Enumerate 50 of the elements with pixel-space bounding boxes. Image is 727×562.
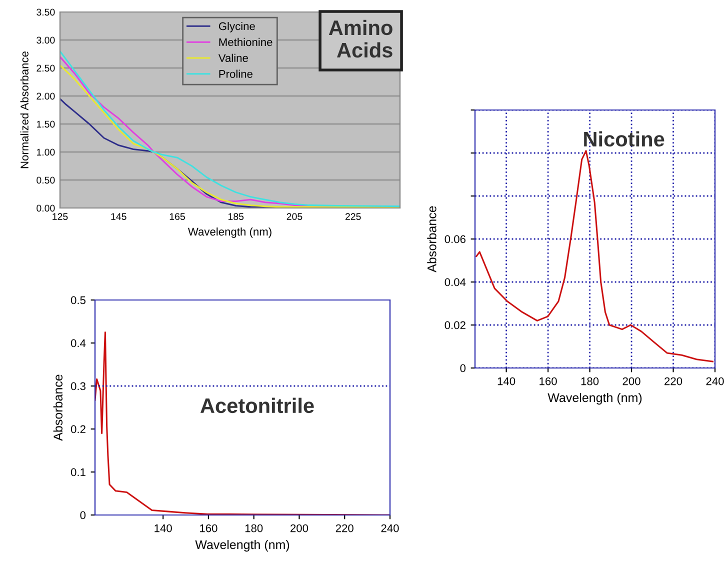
x-tick-label: 180 <box>581 377 599 386</box>
x-tick-label: 200 <box>290 524 308 532</box>
y-tick-label: 1.00 <box>36 148 55 156</box>
y-axis-title: Absorbance <box>427 206 436 272</box>
legend-label: Glycine <box>218 22 255 32</box>
x-tick-label: 225 <box>345 213 361 220</box>
x-tick-label: 240 <box>706 377 724 386</box>
text: Acetonitrile <box>200 398 314 414</box>
y-tick-label: 0.00 <box>36 204 55 212</box>
y-axis-title: Normalized Absorbance <box>20 52 28 168</box>
y-tick-label: 2.00 <box>36 92 55 100</box>
x-tick-label: 165 <box>170 213 185 220</box>
x-tick-label: 200 <box>622 377 640 386</box>
y-tick-label: 0.06 <box>444 235 466 244</box>
y-tick-label: 0.04 <box>444 278 466 286</box>
x-tick-label: 205 <box>286 213 302 220</box>
x-axis-title: Wavelength (nm) <box>188 227 272 238</box>
x-axis-title: Wavelength (nm) <box>195 540 290 552</box>
y-tick-label: 0.50 <box>36 176 55 184</box>
y-tick-label: 0.02 <box>444 321 466 330</box>
y-tick-label: 0.5 <box>70 296 86 304</box>
legend-label: Methionine <box>219 38 272 46</box>
x-tick-label: 220 <box>664 377 682 386</box>
y-tick-label: 0.3 <box>70 382 86 390</box>
y-tick-label: 2.50 <box>36 64 55 72</box>
text: Amino Acids <box>328 20 392 58</box>
x-tick-label: 140 <box>498 377 516 386</box>
x-axis-title: Wavelength (nm) <box>548 392 642 405</box>
x-tick-label: 140 <box>154 524 172 532</box>
x-tick-label: 180 <box>245 524 263 532</box>
line-series <box>476 150 714 362</box>
x-tick-label: 160 <box>540 377 557 386</box>
y-tick-label: 3.50 <box>36 8 55 16</box>
y-tick-label: 0.4 <box>70 339 86 348</box>
x-tick-label: 220 <box>336 524 354 532</box>
x-tick-label: 145 <box>111 213 126 220</box>
y-tick-label: 1.50 <box>36 120 55 128</box>
legend-label: Proline <box>219 70 252 78</box>
y-axis-title: Absorbance <box>53 374 62 441</box>
x-tick-label: 185 <box>228 213 244 220</box>
x-tick-label: 125 <box>52 213 68 220</box>
text: Nicotine <box>584 131 664 147</box>
y-tick-label: 0.2 <box>70 425 86 434</box>
legend-label: Valine <box>218 54 248 62</box>
x-tick-label: 240 <box>381 524 399 532</box>
y-tick-label: 3.00 <box>36 36 55 44</box>
y-tick-label: 0 <box>80 511 86 520</box>
y-tick-label: 0.1 <box>70 468 86 476</box>
x-tick-label: 160 <box>200 524 218 532</box>
y-tick-label: 0 <box>460 364 466 372</box>
